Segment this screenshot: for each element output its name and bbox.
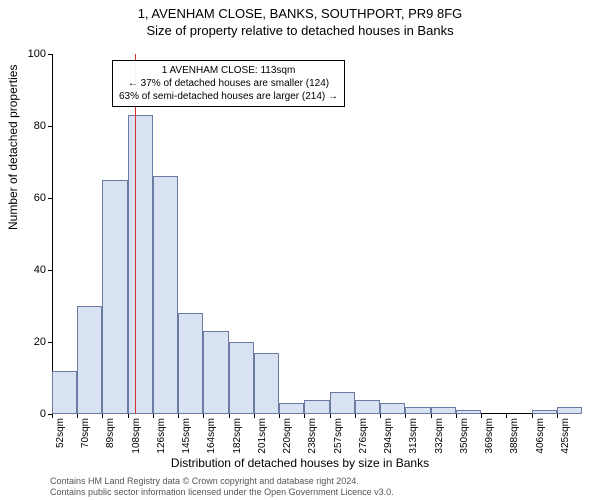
histogram-bar: [52, 371, 77, 414]
y-tick-label: 100: [28, 48, 46, 60]
histogram-bar: [229, 342, 254, 414]
x-tick-mark: [532, 414, 533, 418]
chart-container: 1, AVENHAM CLOSE, BANKS, SOUTHPORT, PR9 …: [0, 0, 600, 500]
x-tick-mark: [229, 414, 230, 418]
x-tick-mark: [557, 414, 558, 418]
x-tick-label: 257sqm: [333, 418, 344, 454]
x-tick-label: 294sqm: [383, 418, 394, 454]
histogram-bar: [128, 115, 153, 414]
x-tick-label: 313sqm: [408, 418, 419, 454]
histogram-bar: [532, 410, 557, 414]
histogram-bar: [254, 353, 279, 414]
y-tick-label: 60: [34, 192, 46, 204]
x-tick-label: 369sqm: [484, 418, 495, 454]
x-tick-mark: [431, 414, 432, 418]
histogram-bar: [102, 180, 127, 414]
x-tick-mark: [304, 414, 305, 418]
x-tick-label: 164sqm: [206, 418, 217, 454]
x-tick-label: 425sqm: [560, 418, 571, 454]
plot-area: 02040608010052sqm70sqm89sqm108sqm126sqm1…: [52, 54, 582, 414]
histogram-bar: [431, 407, 456, 414]
x-tick-mark: [355, 414, 356, 418]
x-tick-label: 238sqm: [307, 418, 318, 454]
x-tick-label: 182sqm: [232, 418, 243, 454]
footer-line-2: Contains public sector information licen…: [50, 487, 590, 498]
footer-line-1: Contains HM Land Registry data © Crown c…: [50, 476, 590, 487]
histogram-bar: [557, 407, 582, 414]
chart-titles: 1, AVENHAM CLOSE, BANKS, SOUTHPORT, PR9 …: [0, 0, 600, 38]
y-axis-line: [52, 54, 53, 414]
annotation-line: 1 AVENHAM CLOSE: 113sqm: [119, 64, 338, 77]
x-tick-mark: [405, 414, 406, 418]
histogram-bar: [456, 410, 481, 414]
x-tick-mark: [77, 414, 78, 418]
x-tick-label: 145sqm: [181, 418, 192, 454]
histogram-bar: [380, 403, 405, 414]
histogram-bar: [77, 306, 102, 414]
x-tick-mark: [481, 414, 482, 418]
footer-attribution: Contains HM Land Registry data © Crown c…: [50, 476, 590, 499]
y-tick-label: 20: [34, 336, 46, 348]
histogram-bar: [355, 400, 380, 414]
x-tick-mark: [178, 414, 179, 418]
reference-line: [135, 54, 137, 414]
annotation-line: 63% of semi-detached houses are larger (…: [119, 90, 338, 103]
x-tick-label: 276sqm: [358, 418, 369, 454]
y-axis-label: Number of detached properties: [6, 65, 20, 230]
x-tick-mark: [456, 414, 457, 418]
histogram-bar: [203, 331, 228, 414]
histogram-bar: [279, 403, 304, 414]
x-tick-label: 201sqm: [257, 418, 268, 454]
x-tick-label: 52sqm: [55, 418, 66, 448]
x-tick-mark: [380, 414, 381, 418]
x-tick-label: 220sqm: [282, 418, 293, 454]
x-tick-mark: [506, 414, 507, 418]
histogram-bar: [178, 313, 203, 414]
annotation-box: 1 AVENHAM CLOSE: 113sqm← 37% of detached…: [112, 60, 345, 107]
histogram-bar: [304, 400, 329, 414]
histogram-bar: [405, 407, 430, 414]
x-tick-label: 70sqm: [80, 418, 91, 448]
chart-subtitle: Size of property relative to detached ho…: [0, 23, 600, 38]
x-tick-label: 350sqm: [459, 418, 470, 454]
x-tick-mark: [279, 414, 280, 418]
histogram-bar: [330, 392, 355, 414]
y-tick-mark: [48, 198, 52, 199]
y-tick-mark: [48, 54, 52, 55]
x-tick-mark: [254, 414, 255, 418]
y-tick-label: 40: [34, 264, 46, 276]
x-tick-label: 89sqm: [105, 418, 116, 448]
x-tick-mark: [52, 414, 53, 418]
chart-title-address: 1, AVENHAM CLOSE, BANKS, SOUTHPORT, PR9 …: [0, 6, 600, 21]
x-tick-mark: [102, 414, 103, 418]
y-tick-mark: [48, 342, 52, 343]
x-axis-label: Distribution of detached houses by size …: [0, 456, 600, 470]
x-tick-label: 126sqm: [156, 418, 167, 454]
x-tick-label: 332sqm: [434, 418, 445, 454]
y-tick-mark: [48, 270, 52, 271]
x-tick-mark: [330, 414, 331, 418]
annotation-line: ← 37% of detached houses are smaller (12…: [119, 77, 338, 90]
x-tick-label: 406sqm: [535, 418, 546, 454]
x-tick-mark: [128, 414, 129, 418]
histogram-bar: [153, 176, 178, 414]
y-tick-mark: [48, 126, 52, 127]
x-tick-label: 388sqm: [509, 418, 520, 454]
x-tick-mark: [153, 414, 154, 418]
y-tick-label: 80: [34, 120, 46, 132]
x-tick-label: 108sqm: [131, 418, 142, 454]
x-tick-mark: [203, 414, 204, 418]
y-tick-label: 0: [40, 408, 46, 420]
